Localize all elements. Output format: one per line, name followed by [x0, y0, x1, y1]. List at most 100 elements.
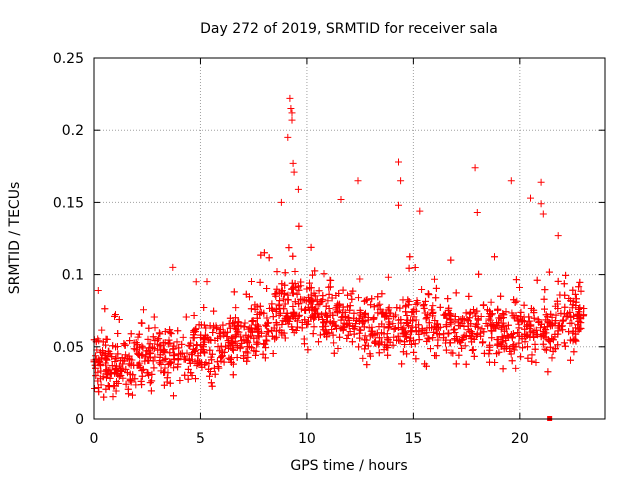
data-point [528, 351, 536, 359]
data-point [552, 317, 560, 325]
data-point [255, 333, 263, 341]
data-point [480, 328, 488, 336]
data-point [331, 321, 339, 329]
data-point [541, 305, 548, 313]
data-point [232, 331, 240, 339]
data-point [535, 318, 543, 326]
data-point [452, 289, 460, 297]
data-point [278, 321, 286, 328]
data-point [294, 185, 302, 193]
data-point [353, 316, 360, 324]
data-point [580, 305, 588, 312]
data-point [508, 357, 516, 365]
data-point [192, 375, 199, 383]
data-point [200, 348, 208, 356]
data-point [525, 317, 533, 325]
data-point [291, 268, 299, 275]
data-point [453, 333, 461, 340]
data-point [462, 309, 470, 317]
data-point [271, 335, 279, 343]
data-point [178, 349, 186, 357]
data-point [473, 330, 481, 338]
data-point [316, 331, 324, 339]
data-point [556, 291, 564, 299]
data-point [166, 349, 174, 357]
data-point [112, 365, 120, 373]
data-point [361, 345, 369, 353]
data-point [527, 328, 535, 336]
data-point [349, 323, 357, 330]
data-point [147, 387, 155, 395]
data-point [173, 338, 181, 346]
data-point [422, 297, 429, 305]
data-point [532, 359, 540, 366]
data-point [167, 330, 175, 338]
data-point [268, 300, 276, 308]
data-point [264, 319, 272, 327]
data-point [569, 286, 577, 294]
y-tick-label: 0.2 [62, 123, 84, 139]
data-point [102, 385, 110, 393]
data-point [346, 302, 354, 310]
data-point [346, 328, 354, 335]
data-point [138, 367, 146, 375]
data-point [451, 336, 459, 344]
data-point [199, 335, 207, 342]
data-point [561, 342, 569, 350]
data-point [472, 312, 480, 320]
data-point [284, 313, 291, 321]
data-point [285, 317, 293, 325]
data-point [297, 305, 305, 313]
data-point [513, 297, 521, 305]
data-point [279, 317, 287, 325]
data-point [307, 291, 315, 299]
data-point [163, 374, 171, 382]
data-point [380, 346, 388, 354]
data-point [462, 360, 470, 368]
data-point [289, 159, 297, 167]
data-point [569, 301, 577, 309]
data-point [440, 334, 447, 342]
data-point [539, 210, 547, 218]
data-point [297, 278, 305, 286]
data-point [554, 341, 562, 349]
data-point [252, 351, 259, 359]
data-point [507, 177, 515, 185]
data-point [161, 328, 169, 335]
data-point [192, 346, 200, 354]
data-point [394, 332, 402, 340]
data-point [364, 342, 372, 350]
data-point [395, 158, 402, 166]
data-point [530, 333, 538, 341]
data-point [386, 338, 394, 346]
data-point [330, 339, 338, 347]
data-point [404, 316, 412, 324]
data-point [257, 251, 265, 259]
data-point [571, 336, 579, 344]
data-point [571, 290, 579, 298]
data-point [364, 316, 372, 324]
data-point [224, 337, 232, 345]
data-point [374, 293, 382, 301]
data-point [129, 391, 136, 399]
data-point [553, 297, 561, 305]
data-point [423, 324, 431, 332]
data-point [209, 329, 217, 336]
data-point [114, 350, 122, 358]
data-point [100, 393, 108, 401]
data-point [197, 341, 205, 349]
data-point [123, 354, 131, 362]
data-point [318, 298, 326, 305]
data-point [297, 296, 305, 304]
data-point [102, 341, 109, 349]
data-point [237, 333, 245, 341]
data-point [369, 315, 377, 323]
data-point [530, 314, 538, 322]
data-point [232, 304, 240, 312]
data-point [350, 330, 358, 338]
data-point [181, 355, 189, 363]
data-point [240, 354, 248, 362]
data-point [161, 364, 169, 372]
data-point [150, 364, 158, 372]
